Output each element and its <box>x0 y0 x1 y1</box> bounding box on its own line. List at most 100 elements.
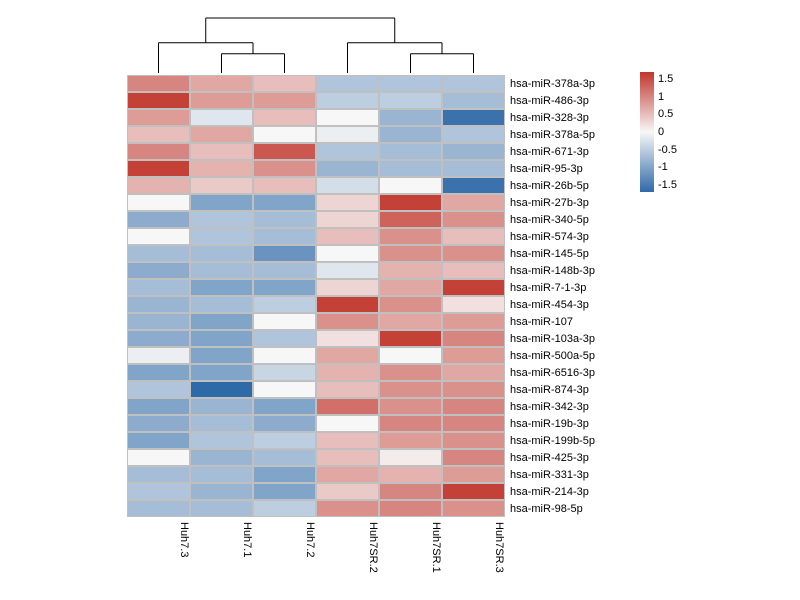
heatmap-cell <box>316 279 379 296</box>
legend-tick: 1.5 <box>658 73 673 85</box>
row-label: hsa-miR-340-5p <box>510 211 595 228</box>
heatmap-cell <box>127 466 190 483</box>
heatmap-cell <box>253 330 316 347</box>
heatmap-cell <box>379 92 442 109</box>
heatmap-cell <box>190 194 253 211</box>
color-legend-bar <box>640 72 654 192</box>
heatmap-cell <box>379 449 442 466</box>
heatmap-cell <box>379 466 442 483</box>
heatmap-cell <box>127 449 190 466</box>
heatmap-row <box>127 432 505 449</box>
heatmap-cell <box>442 279 505 296</box>
heatmap-row <box>127 330 505 347</box>
heatmap-cell <box>379 347 442 364</box>
heatmap-cell <box>253 109 316 126</box>
heatmap-row <box>127 228 505 245</box>
heatmap-cell <box>127 347 190 364</box>
row-label: hsa-miR-98-5p <box>510 500 595 517</box>
heatmap-cell <box>127 330 190 347</box>
heatmap-cell <box>379 432 442 449</box>
heatmap-cell <box>127 398 190 415</box>
heatmap-cell <box>253 398 316 415</box>
heatmap-cell <box>316 296 379 313</box>
heatmap-cell <box>442 330 505 347</box>
heatmap-cell <box>316 143 379 160</box>
heatmap-cell <box>253 483 316 500</box>
heatmap-cell <box>379 143 442 160</box>
heatmap-cell <box>127 500 190 517</box>
heatmap-cell <box>316 92 379 109</box>
heatmap-cell <box>442 143 505 160</box>
heatmap-cell <box>253 92 316 109</box>
row-label: hsa-miR-331-3p <box>510 466 595 483</box>
heatmap-cell <box>190 262 253 279</box>
heatmap-cell <box>442 398 505 415</box>
row-label: hsa-miR-107 <box>510 313 595 330</box>
heatmap-cell <box>379 483 442 500</box>
heatmap-cell <box>253 313 316 330</box>
heatmap-cell <box>127 415 190 432</box>
heatmap-cell <box>379 177 442 194</box>
heatmap-cell <box>442 177 505 194</box>
heatmap-cell <box>316 415 379 432</box>
heatmap-cell <box>253 177 316 194</box>
heatmap-cell <box>127 364 190 381</box>
column-labels: Huh7.3Huh7.1Huh7.2Huh7SR.2Huh7SR.1Huh7SR… <box>127 522 505 573</box>
heatmap-cell <box>190 160 253 177</box>
row-label: hsa-miR-214-3p <box>510 483 595 500</box>
heatmap-cell <box>379 228 442 245</box>
heatmap-cell <box>127 262 190 279</box>
heatmap-cell <box>442 500 505 517</box>
heatmap-row <box>127 483 505 500</box>
heatmap-cell <box>316 262 379 279</box>
row-labels: hsa-miR-378a-3phsa-miR-486-3phsa-miR-328… <box>510 75 595 517</box>
heatmap-cell <box>442 313 505 330</box>
heatmap-cell <box>253 415 316 432</box>
heatmap-cell <box>253 245 316 262</box>
heatmap-cell <box>379 381 442 398</box>
heatmap-cell <box>316 347 379 364</box>
heatmap-cell <box>190 449 253 466</box>
legend-tick: -0.5 <box>658 144 677 156</box>
heatmap-cell <box>190 126 253 143</box>
heatmap-cell <box>127 245 190 262</box>
heatmap-grid <box>127 75 505 517</box>
heatmap-cell <box>190 296 253 313</box>
heatmap-cell <box>127 432 190 449</box>
heatmap-row <box>127 279 505 296</box>
legend-tick: -1 <box>658 161 668 173</box>
heatmap-cell <box>442 194 505 211</box>
heatmap-row <box>127 296 505 313</box>
heatmap-cell <box>253 211 316 228</box>
heatmap-row <box>127 313 505 330</box>
heatmap-cell <box>253 466 316 483</box>
heatmap-cell <box>253 262 316 279</box>
heatmap-cell <box>127 194 190 211</box>
heatmap-cell <box>253 160 316 177</box>
heatmap-cell <box>127 228 190 245</box>
heatmap-cell <box>442 228 505 245</box>
heatmap-cell <box>379 364 442 381</box>
heatmap-row <box>127 364 505 381</box>
heatmap-cell <box>379 126 442 143</box>
heatmap-cell <box>442 211 505 228</box>
heatmap-cell <box>190 143 253 160</box>
heatmap-cell <box>190 92 253 109</box>
heatmap-cell <box>442 364 505 381</box>
heatmap-row <box>127 211 505 228</box>
heatmap-cell <box>316 483 379 500</box>
heatmap-cell <box>442 381 505 398</box>
heatmap-cell <box>253 228 316 245</box>
heatmap-cell <box>190 228 253 245</box>
heatmap-cell <box>127 75 190 92</box>
heatmap-cell <box>253 449 316 466</box>
heatmap-row <box>127 398 505 415</box>
heatmap-cell <box>253 279 316 296</box>
heatmap-cell <box>442 449 505 466</box>
row-label: hsa-miR-6516-3p <box>510 364 595 381</box>
row-label: hsa-miR-103a-3p <box>510 330 595 347</box>
heatmap-cell <box>316 177 379 194</box>
heatmap-cell <box>190 432 253 449</box>
heatmap-row <box>127 194 505 211</box>
heatmap-cell <box>379 398 442 415</box>
